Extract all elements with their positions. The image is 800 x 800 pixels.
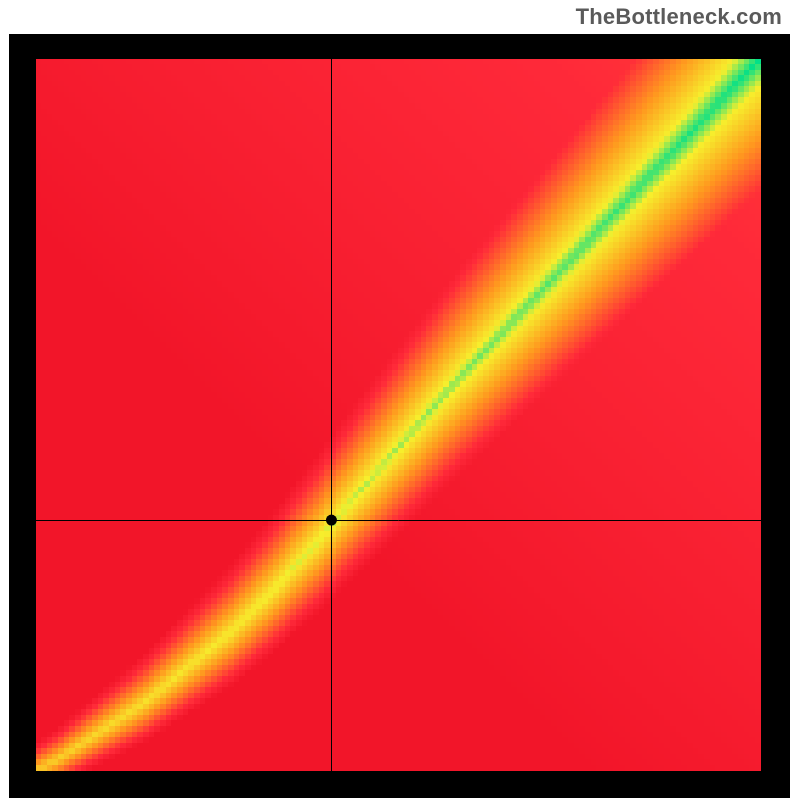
heatmap-canvas <box>36 59 761 771</box>
plot-frame <box>9 34 790 798</box>
plot-area <box>36 59 761 771</box>
watermark-text: TheBottleneck.com <box>576 4 782 30</box>
